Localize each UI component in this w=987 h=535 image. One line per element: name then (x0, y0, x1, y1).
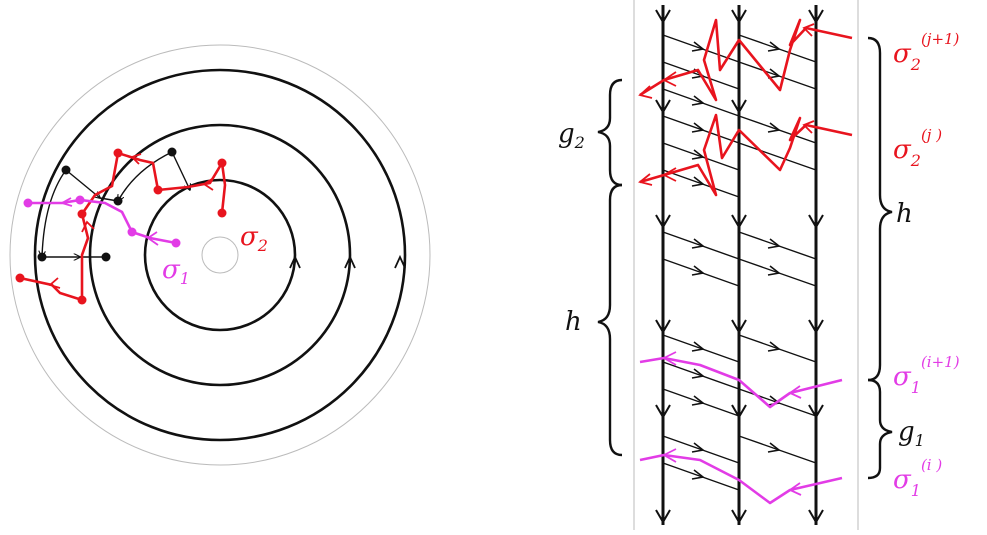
h-left-brace (597, 183, 623, 457)
sigma2-jp1-path (639, 18, 853, 102)
sigma1-i-label: σ1(i ) (893, 456, 942, 500)
sigma1-strip-arrows (662, 351, 802, 496)
circle-direction-arrow-3 (394, 254, 406, 269)
strip-diagram: g2 h h g1 σ2(j+1) σ2(j ) σ1(i+1) σ1(i ) (558, 0, 960, 530)
g1-label: g1 (898, 417, 925, 450)
sigma1-path (28, 198, 177, 245)
h-left-label: h (565, 307, 582, 337)
black-dots (37, 147, 177, 262)
sigma2-arrows (48, 153, 214, 289)
orbit-circle-3 (33, 68, 407, 442)
black-dot (61, 165, 71, 175)
sigma2-dots (15, 148, 227, 305)
h-right-label: h (896, 199, 913, 229)
circle-direction-arrow-2 (344, 254, 356, 269)
vertical-orbits (661, 5, 818, 525)
vertical-orbit-arrows (655, 9, 824, 524)
h-right-brace (867, 36, 893, 382)
transverse-arrow (42, 169, 67, 257)
circle-direction-arrow-1 (289, 254, 301, 269)
sigma2-strip-arrows (638, 23, 815, 186)
transverse-arrows (42, 151, 190, 257)
transverse-arrow (171, 151, 190, 190)
sigma2-strip-paths (639, 18, 853, 197)
sigma1-dots (23, 195, 181, 248)
sigma1-ip1-label: σ1(i+1) (893, 353, 960, 397)
outer-boundary-circle (9, 44, 431, 466)
g2-brace (597, 78, 623, 187)
sigma1-strip-paths (639, 356, 843, 505)
black-dot (101, 252, 111, 262)
black-dot (113, 196, 123, 206)
black-dot (167, 147, 177, 157)
sigma2-j-label: σ2(j ) (893, 126, 942, 170)
transverse-arrow (118, 151, 173, 201)
g1-brace (867, 378, 893, 480)
sigma2-path (19, 151, 227, 302)
sigma1-label: σ1 (162, 255, 190, 288)
black-dot (37, 252, 47, 262)
sigma2-label: σ2 (240, 222, 268, 255)
annulus-diagram: σ2 σ1 (9, 44, 431, 466)
transverse-arrow (65, 169, 100, 198)
inner-boundary-circle (201, 236, 239, 274)
g2-label: g2 (558, 119, 585, 152)
sigma2-jp1-label: σ2(j+1) (893, 30, 960, 74)
sigma1-ip1-path (639, 356, 843, 409)
braces (597, 36, 893, 480)
sigma2-j-path (639, 113, 853, 197)
sigma1-arrows (59, 197, 159, 246)
